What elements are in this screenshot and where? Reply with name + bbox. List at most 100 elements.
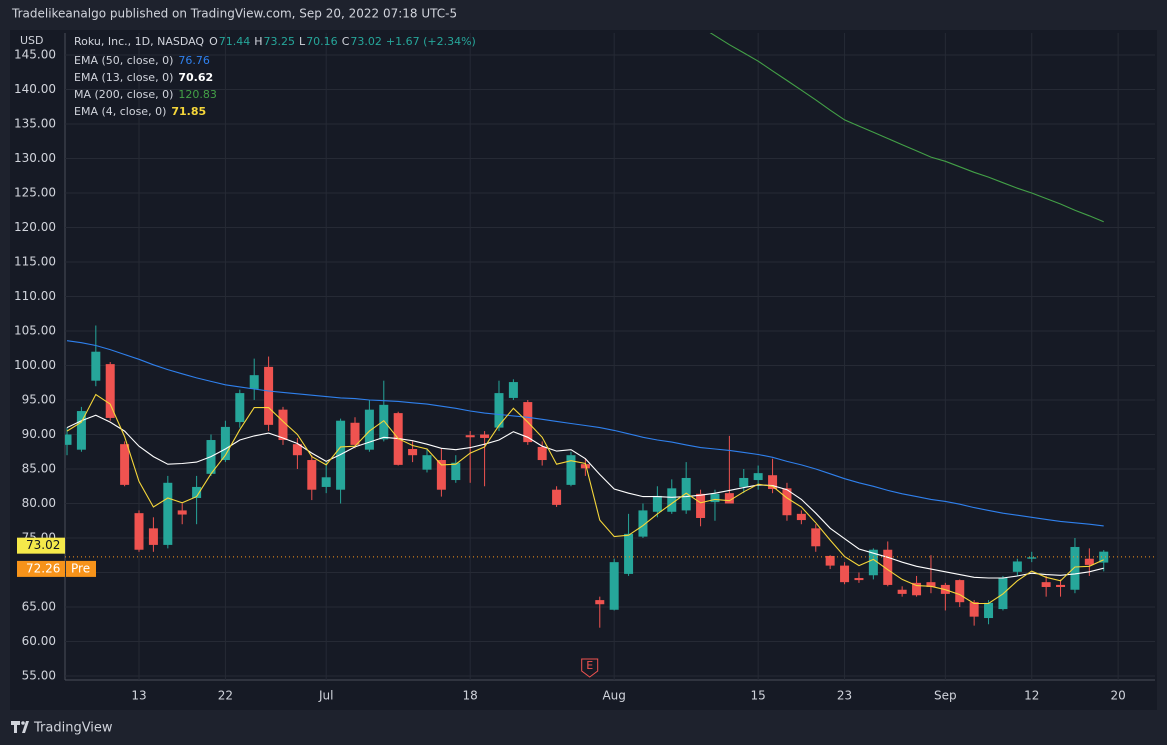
legend-symbol: Roku, Inc., 1D, NASDAQ	[74, 35, 204, 48]
candle-body	[638, 510, 648, 537]
indicator-line	[66, 340, 1104, 527]
last-price-box	[17, 537, 65, 554]
legend-name: EMA (4, close, 0)	[74, 105, 166, 118]
candle-body	[796, 513, 806, 521]
candle-body	[321, 477, 331, 487]
quote-value: 73.25	[264, 35, 296, 48]
candle-body	[1099, 551, 1109, 563]
candle-body	[1084, 558, 1094, 565]
plot-area	[65, 33, 1155, 680]
earnings-label: E	[586, 659, 593, 672]
candle-body	[408, 448, 418, 456]
footer-brand: TradingView	[33, 721, 113, 736]
candle-body	[91, 351, 101, 381]
x-tick-label: 20	[1110, 689, 1125, 703]
y-tick-label: 110.00	[14, 289, 56, 303]
candle-body	[235, 393, 245, 423]
candle-body	[595, 600, 605, 605]
candle-body	[537, 446, 547, 461]
y-tick-label: 100.00	[14, 358, 56, 372]
candle-body	[163, 482, 173, 545]
candle-body	[1027, 557, 1037, 559]
x-tick-label: 12	[1024, 689, 1039, 703]
candle-body	[1070, 546, 1080, 590]
y-tick-label: 60.00	[22, 634, 56, 648]
y-tick-label: 130.00	[14, 151, 56, 165]
premarket-tag-box	[66, 560, 96, 577]
quote-change: +1.67 (+2.34%)	[386, 35, 476, 48]
candle-body	[1012, 561, 1022, 572]
quote-key: H	[254, 35, 262, 48]
candle-body	[220, 426, 230, 461]
candle-body	[580, 464, 590, 469]
candle-body	[566, 455, 576, 485]
x-tick-label: 18	[463, 689, 478, 703]
candle-body	[422, 455, 432, 470]
quote-key: C	[342, 35, 350, 48]
earnings-marker	[581, 658, 599, 678]
legend-name: MA (200, close, 0)	[74, 88, 173, 101]
y-tick-label: 140.00	[14, 82, 56, 96]
candle-body	[148, 528, 158, 545]
candle-body	[465, 435, 475, 438]
candle-body	[883, 549, 893, 585]
candle-body	[292, 444, 302, 456]
candle-body	[609, 562, 619, 610]
quote-key: O	[209, 35, 218, 48]
y-tick-label: 85.00	[22, 462, 56, 476]
candle-body	[768, 475, 778, 490]
candle-body	[379, 404, 389, 440]
candle-body	[825, 555, 835, 566]
y-tick-label: 105.00	[14, 324, 56, 338]
candle-body	[264, 366, 274, 425]
candle-body	[105, 364, 115, 418]
candle-body	[926, 582, 936, 587]
candle-body	[854, 578, 864, 581]
candle-body	[552, 489, 562, 505]
candle-body	[724, 493, 734, 504]
candle-body	[1056, 584, 1066, 587]
legend-value: 71.85	[171, 105, 206, 118]
y-tick-label: 120.00	[14, 220, 56, 234]
candle-body	[897, 589, 907, 594]
legend-value: 120.83	[178, 88, 217, 101]
candle-body	[336, 420, 346, 490]
candle-body	[912, 582, 922, 596]
candle-body	[1041, 582, 1051, 587]
y-tick-label: 80.00	[22, 496, 56, 510]
quote-value: 70.16	[306, 35, 338, 48]
quote-key: L	[299, 35, 306, 48]
candle-body	[177, 510, 187, 515]
candle-body	[710, 493, 720, 503]
candle-body	[811, 528, 821, 547]
premarket-price-box	[17, 560, 65, 577]
x-tick-label: Sep	[934, 689, 957, 703]
y-tick-label: 55.00	[22, 668, 56, 682]
x-tick-label: Jul	[318, 689, 333, 703]
premarket-tag: Pre	[71, 561, 90, 575]
publish-header: Tradelikeanalgo published on TradingView…	[11, 7, 457, 21]
candle-body	[364, 409, 374, 450]
legend-value: 76.76	[178, 54, 210, 67]
chart-panel	[10, 30, 1157, 710]
candle-body	[955, 580, 965, 603]
x-tick-label: 23	[837, 689, 852, 703]
indicator-line	[66, 393, 1104, 605]
candle-body	[739, 477, 749, 487]
candle-body	[840, 565, 850, 583]
legend-name: EMA (50, close, 0)	[74, 54, 173, 67]
x-tick-label: 13	[131, 689, 146, 703]
candle-body	[350, 422, 360, 445]
candle-body	[696, 493, 706, 518]
candle-body	[753, 473, 763, 481]
quote-value: 73.02	[350, 35, 382, 48]
candle-body	[192, 486, 202, 498]
y-tick-label: 115.00	[14, 255, 56, 269]
candle-body	[782, 488, 792, 516]
last-price-label: 73.02	[26, 538, 60, 552]
y-tick-label: 135.00	[14, 117, 56, 131]
y-tick-label: 125.00	[14, 186, 56, 200]
y-tick-label: 90.00	[22, 427, 56, 441]
quote-value: 71.44	[219, 35, 251, 48]
